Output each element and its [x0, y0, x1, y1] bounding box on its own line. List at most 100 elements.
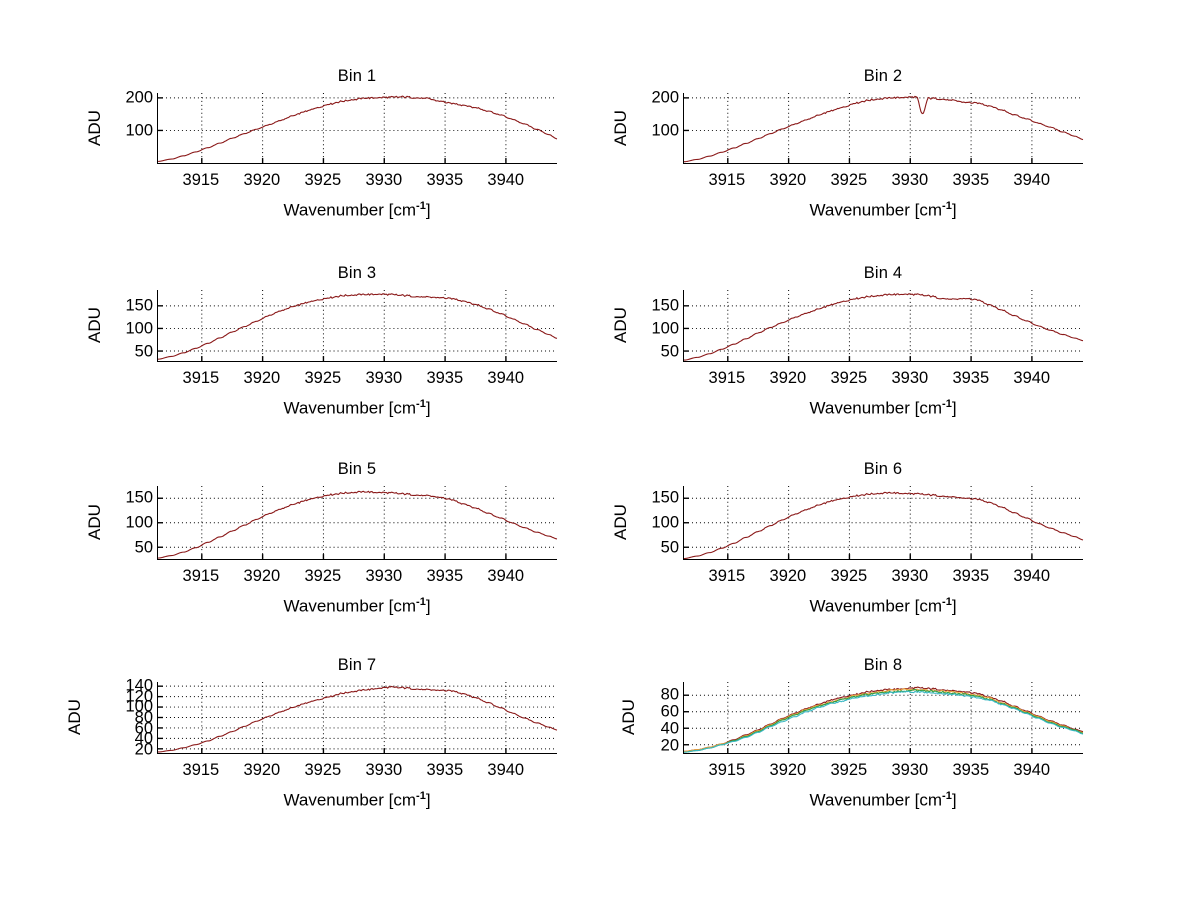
x-tick-label: 3925: [304, 761, 342, 779]
x-tick-label: 3940: [487, 369, 525, 387]
y-tick-label: 200: [651, 88, 679, 107]
y-tick-label: 50: [660, 538, 679, 557]
subplot-title: Bin 2: [863, 67, 903, 85]
subplot-title: Bin 1: [337, 67, 377, 85]
data-trace-trace-dark-red: [684, 687, 1083, 751]
y-tick-label: 120: [125, 687, 153, 706]
x-tick-label: 3915: [708, 369, 746, 387]
data-trace-spectrum: [158, 96, 557, 161]
plot-area: [683, 93, 1083, 164]
x-axis-label-exponent: -1: [416, 398, 426, 410]
x-tick-label: 3940: [487, 171, 525, 189]
x-tick-label: 3920: [769, 761, 807, 779]
x-axis-label-bracket: ]: [951, 398, 957, 418]
x-tick-label: 3935: [952, 761, 990, 779]
subplot-title: Bin 5: [337, 460, 377, 478]
plot-area: [683, 290, 1083, 362]
plot-canvas: [158, 682, 557, 753]
x-tick-label: 3925: [830, 567, 868, 585]
y-tick-label: 60: [660, 702, 679, 721]
x-axis-label-bracket: ]: [425, 596, 431, 616]
x-tick-label: 3920: [243, 761, 281, 779]
x-tick-label: 3920: [243, 567, 281, 585]
data-trace-spectrum: [684, 96, 1083, 161]
plot-area: [157, 486, 557, 560]
x-tick-label: 3935: [952, 369, 990, 387]
x-tick-label: 3920: [769, 369, 807, 387]
subplot-title: Bin 7: [337, 656, 377, 674]
x-axis-label-main: Wavenumber [cm: [283, 200, 417, 220]
y-tick-label: 40: [660, 719, 679, 738]
y-tick-label: 50: [134, 342, 153, 361]
plot-canvas: [684, 682, 1083, 753]
data-trace-trace-green: [684, 690, 1083, 753]
x-tick-label: 3930: [891, 761, 929, 779]
x-axis-label: Wavenumber [cm-1]: [683, 200, 1083, 221]
x-axis-label-main: Wavenumber [cm: [283, 398, 417, 418]
plot-canvas: [684, 93, 1083, 163]
y-tick-label: 150: [651, 488, 679, 507]
x-tick-label: 3935: [426, 369, 464, 387]
x-tick-label: 3940: [487, 567, 525, 585]
plot-canvas: [158, 290, 557, 361]
x-axis-label-main: Wavenumber [cm: [809, 790, 943, 810]
y-tick-label: 100: [125, 697, 153, 716]
y-tick-label: 100: [125, 513, 153, 532]
y-tick-label: 100: [651, 121, 679, 140]
x-tick-label: 3940: [1013, 567, 1051, 585]
x-axis-label-main: Wavenumber [cm: [283, 596, 417, 616]
y-tick-label: 150: [125, 296, 153, 315]
plot-canvas: [158, 486, 557, 559]
x-tick-label: 3940: [487, 761, 525, 779]
y-tick-label: 50: [660, 342, 679, 361]
data-trace-trace-orange: [684, 689, 1083, 752]
x-axis-label: Wavenumber [cm-1]: [683, 596, 1083, 617]
y-tick-label: 40: [134, 729, 153, 748]
x-tick-label: 3915: [708, 171, 746, 189]
x-tick-label: 3915: [182, 567, 220, 585]
x-tick-label: 3915: [182, 369, 220, 387]
y-tick-label: 80: [134, 708, 153, 727]
x-axis-label-exponent: -1: [942, 790, 952, 802]
x-axis-label-main: Wavenumber [cm: [809, 596, 943, 616]
x-axis-label-main: Wavenumber [cm: [283, 790, 417, 810]
x-tick-label: 3940: [1013, 761, 1051, 779]
subplot-title: Bin 4: [863, 264, 903, 282]
y-tick-label: 150: [125, 488, 153, 507]
x-axis-label-bracket: ]: [951, 596, 957, 616]
plot-canvas: [684, 486, 1083, 559]
y-tick-label: 80: [660, 685, 679, 704]
data-trace-trace-cyan: [684, 691, 1083, 752]
x-tick-label: 3925: [304, 369, 342, 387]
subplot-title: Bin 6: [863, 460, 903, 478]
plot-area: [157, 290, 557, 362]
x-axis-label-bracket: ]: [951, 200, 957, 220]
x-tick-label: 3925: [304, 567, 342, 585]
x-axis-label: Wavenumber [cm-1]: [683, 790, 1083, 811]
y-tick-label: 100: [125, 319, 153, 338]
x-tick-label: 3935: [426, 171, 464, 189]
x-axis-label-exponent: -1: [942, 200, 952, 212]
x-tick-label: 3930: [365, 567, 403, 585]
x-tick-label: 3930: [365, 761, 403, 779]
x-tick-label: 3935: [426, 567, 464, 585]
x-axis-label-bracket: ]: [951, 790, 957, 810]
plot-canvas: [684, 290, 1083, 361]
x-axis-label: Wavenumber [cm-1]: [157, 398, 557, 419]
x-axis-label-exponent: -1: [416, 790, 426, 802]
x-tick-label: 3920: [769, 567, 807, 585]
y-tick-label: 20: [134, 740, 153, 759]
y-tick-label: 140: [125, 676, 153, 695]
x-tick-label: 3925: [830, 369, 868, 387]
x-tick-label: 3915: [182, 171, 220, 189]
plot-canvas: [158, 93, 557, 163]
subplot-title: Bin 8: [863, 656, 903, 674]
x-tick-label: 3920: [769, 171, 807, 189]
